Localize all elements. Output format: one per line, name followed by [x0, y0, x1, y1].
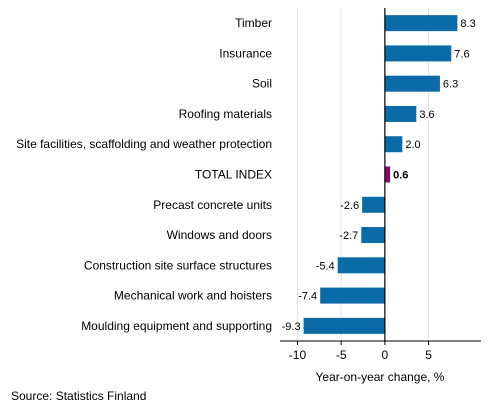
gridlines: [296, 8, 430, 341]
bar: [384, 136, 403, 153]
bar: [384, 105, 417, 122]
bar: [361, 227, 385, 244]
bar: [320, 287, 385, 304]
bar: [384, 45, 452, 62]
source-note: Source: Statistics Finland: [11, 389, 147, 403]
axes: [280, 8, 481, 345]
value-label: -2.7: [339, 230, 358, 242]
value-labels: 8.3 7.6 6.3 3.6 2.0 0.6 -2.6 -2.7 -5.4 -7.4 -9.3: [282, 18, 476, 333]
x-tick-label: 5: [425, 348, 432, 362]
category-label: Windows and doors: [167, 228, 272, 242]
bar: [303, 317, 385, 334]
bars: [303, 15, 458, 334]
category-label: Roofing materials: [179, 107, 272, 121]
category-label: Soil: [252, 77, 272, 91]
category-label: Timber: [235, 16, 272, 30]
x-tick-label: -10: [289, 348, 307, 362]
category-label: TOTAL INDEX: [195, 168, 272, 182]
x-axis-label: Year-on-year change, %: [316, 370, 445, 384]
category-label: Moulding equipment and supporting: [81, 319, 272, 333]
value-label: 2.0: [405, 139, 420, 151]
x-tick-label: -5: [336, 348, 347, 362]
x-tick-label: 0: [382, 348, 389, 362]
bar: [337, 257, 385, 274]
value-label: 7.6: [454, 48, 469, 60]
category-label: Precast concrete units: [153, 198, 272, 212]
category-labels: Timber Insurance Soil Roofing materials Site…: [16, 16, 272, 333]
bar: [362, 196, 385, 213]
x-tick-labels: -10 -5 0 5: [289, 348, 432, 362]
value-label: 3.6: [419, 109, 434, 121]
value-label: 0.6: [393, 170, 408, 182]
value-label: -9.3: [282, 321, 301, 333]
bar: [384, 75, 440, 92]
value-label: -5.4: [316, 260, 335, 272]
value-label: 8.3: [460, 18, 475, 30]
category-label: Mechanical work and hoisters: [114, 289, 272, 303]
bar: [384, 15, 458, 32]
value-label: -2.6: [340, 200, 359, 212]
category-label: Construction site surface structures: [84, 258, 272, 272]
bar: [384, 166, 391, 183]
category-label: Insurance: [219, 46, 272, 60]
value-label: -7.4: [298, 291, 317, 303]
category-label: Site facilities, scaffolding and weather…: [16, 137, 272, 151]
value-label: 6.3: [443, 79, 458, 91]
